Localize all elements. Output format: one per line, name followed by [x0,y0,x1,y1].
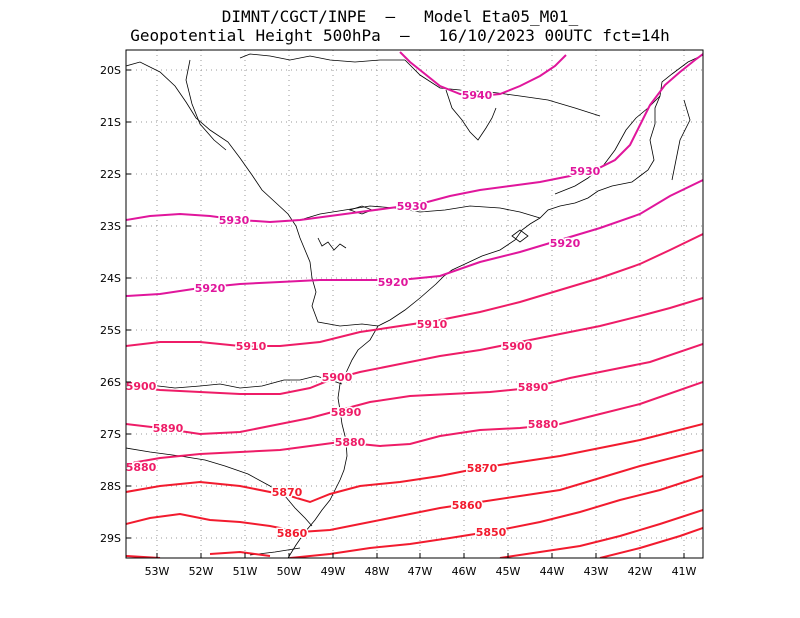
lat-label: 23S [100,220,121,233]
lon-label: 52W [189,565,214,578]
contour-line-5920 [126,179,703,297]
contour-label-5870: 5870 [467,462,498,475]
contour-label-5890: 5890 [331,406,362,419]
contour-label-5900: 5900 [322,371,353,384]
contour-line-5910 [126,233,703,347]
contour-label-5900: 5900 [502,340,533,353]
lat-label: 29S [100,532,121,545]
lat-label: 25S [100,324,121,337]
lagoon-coast [445,89,497,141]
contour-line-5840 [499,509,703,558]
contour-label-5860: 5860 [452,499,483,512]
lat-label: 22S [100,168,121,181]
contour-line-5880 [126,381,703,465]
map-title-line-2: Geopotential Height 500hPa – 16/10/2023 … [130,26,670,45]
contour-label-5940: 5940 [462,89,493,102]
contour-label-5880: 5880 [335,436,366,449]
lon-label: 50W [277,565,302,578]
contour-label-5930: 5930 [570,165,601,178]
lon-label: 51W [233,565,258,578]
river-parana [185,59,227,151]
lon-label: 53W [145,565,170,578]
state-border-sp-rj [554,95,661,195]
lon-label: 44W [540,565,565,578]
state-border-sc-rs [126,447,313,527]
contour-label-5910: 5910 [417,318,448,331]
contour-line-5940 [399,51,567,98]
lat-labels: 20S 21S 22S 23S 24S 25S 26S 27S 28S 29S [100,64,121,545]
coastline [287,54,703,558]
contour-label-5880: 5880 [126,461,157,474]
river-sinuous [317,237,347,251]
lon-label: 43W [584,565,609,578]
lat-label: 27S [100,428,121,441]
contour-label-5920: 5920 [195,282,226,295]
state-border-sp-pr [299,205,541,221]
state-border-sp-mg [404,59,601,117]
contour-label-5910: 5910 [236,340,267,353]
map-frame [125,49,704,559]
contour-label-5860: 5860 [277,527,308,540]
contour-labels: 5940 5930 5930 5930 5920 5920 5920 5910 … [124,88,602,542]
island-ilhabela [511,229,529,243]
state-border-paraguay [126,61,313,279]
lon-label: 41W [672,565,697,578]
contour-line-5850 [289,475,703,558]
contour-label-5850: 5850 [476,526,507,539]
lat-label: 20S [100,64,121,77]
state-border-pr-sc [311,277,379,327]
lon-labels: 53W 52W 51W 50W 49W 48W 47W 46W 45W 44W … [145,565,697,578]
axis-ticks [126,69,685,558]
contour-label-5930: 5930 [397,200,428,213]
contour-line-5930 [126,53,703,224]
contour-line-5870 [126,423,703,504]
contour-label-5890: 5890 [518,381,549,394]
contour-line-5900 [126,297,703,395]
state-border-ms-sp [239,53,405,63]
contour-label-5880: 5880 [528,418,559,431]
map-grid [126,50,703,558]
contour-label-5930: 5930 [219,214,250,227]
contour-label-5870: 5870 [272,486,303,499]
lat-label: 24S [100,272,121,285]
lat-label: 28S [100,480,121,493]
contour-label-5890: 5890 [153,422,184,435]
contour-label-5900: 5900 [126,380,157,393]
contour-line-5890 [126,343,703,436]
state-border-mg-rj [671,99,691,181]
lon-label: 48W [365,565,390,578]
state-border-argentina [126,375,343,389]
lon-label: 47W [408,565,433,578]
lon-label: 45W [496,565,521,578]
contour-lines [126,51,703,558]
lon-label: 49W [321,565,346,578]
contour-label-5920: 5920 [550,237,581,250]
contour-line-5850-west [126,550,271,558]
contour-label-5920: 5920 [378,276,409,289]
contour-line-5860 [126,449,703,534]
contour-line-5830 [599,527,703,558]
lat-label: 26S [100,376,121,389]
lon-label: 42W [628,565,653,578]
lon-label: 46W [452,565,477,578]
map-title-line-1: DIMNT/CGCT/INPE – Model Eta05_M01_ [221,7,579,26]
coastline-and-borders [126,53,703,558]
lat-label: 21S [100,116,121,129]
